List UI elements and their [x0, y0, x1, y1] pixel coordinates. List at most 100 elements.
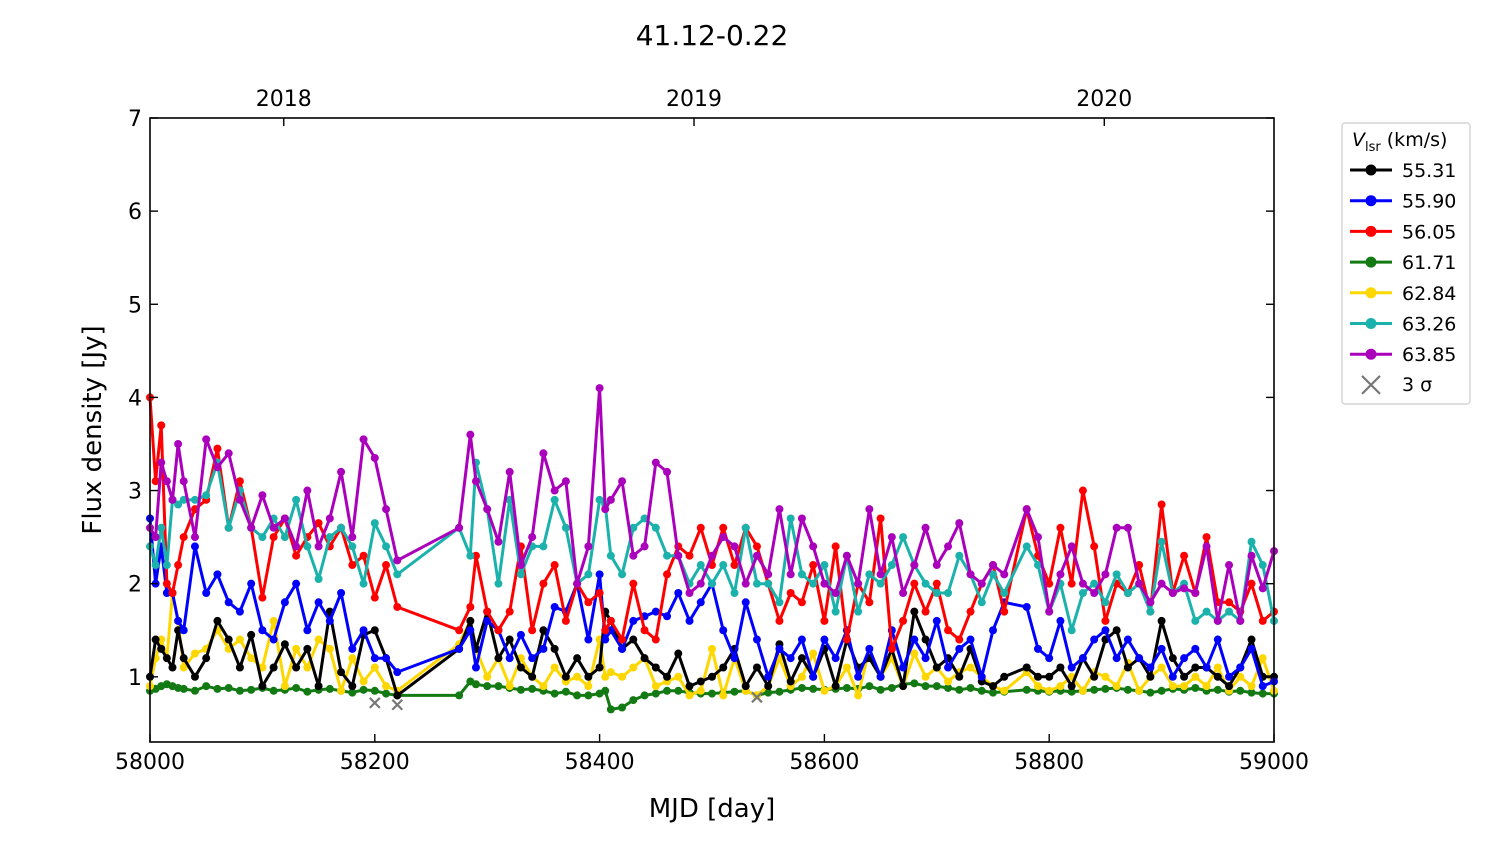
data-point — [1123, 663, 1132, 672]
data-point — [584, 672, 593, 681]
data-point — [775, 644, 784, 653]
data-point — [359, 677, 368, 686]
data-point — [719, 626, 728, 635]
data-point — [466, 602, 475, 611]
data-point — [786, 514, 795, 523]
data-point — [719, 523, 728, 532]
data-point — [618, 570, 627, 579]
data-point — [854, 691, 863, 700]
data-point — [1022, 505, 1031, 514]
data-point — [348, 542, 357, 551]
data-point — [269, 533, 278, 542]
data-point — [775, 616, 784, 625]
legend-label: 56.05 — [1402, 221, 1456, 243]
data-point — [708, 579, 716, 588]
data-point — [162, 561, 171, 570]
data-point — [1146, 598, 1155, 607]
data-point — [190, 533, 199, 542]
legend-entry-62-84: 62.84 — [1350, 283, 1456, 305]
data-point — [1056, 682, 1065, 691]
data-point — [179, 654, 188, 663]
data-point — [1213, 672, 1222, 681]
data-point — [1191, 616, 1200, 625]
data-point — [1146, 672, 1155, 681]
data-point — [1168, 654, 1177, 663]
data-point — [854, 672, 863, 681]
data-point — [258, 593, 267, 602]
data-point — [786, 677, 795, 686]
data-point — [989, 626, 997, 635]
data-point — [314, 575, 323, 584]
legend-swatch-marker — [1365, 164, 1377, 176]
data-point — [505, 607, 514, 616]
data-point — [314, 542, 323, 551]
data-point — [899, 588, 908, 597]
data-point — [1090, 588, 1099, 597]
data-point — [1157, 500, 1166, 509]
data-point — [213, 684, 222, 693]
data-point — [359, 626, 368, 635]
data-point — [696, 523, 705, 532]
legend-label: 3 σ — [1402, 374, 1432, 396]
data-point — [1180, 584, 1189, 593]
data-point — [797, 654, 806, 663]
data-point — [809, 649, 818, 658]
data-point — [1146, 688, 1155, 697]
data-point — [1033, 561, 1042, 570]
data-point — [595, 663, 604, 672]
series-56-05 — [146, 393, 1278, 653]
data-point — [269, 635, 278, 644]
data-point — [865, 644, 874, 653]
data-point — [1168, 682, 1177, 691]
data-point — [629, 635, 638, 644]
data-point — [235, 495, 244, 504]
data-point — [944, 677, 953, 686]
data-point — [370, 519, 379, 528]
data-point — [151, 561, 160, 570]
data-point — [382, 689, 391, 698]
data-point — [842, 635, 851, 644]
data-point — [1247, 635, 1256, 644]
data-point — [382, 542, 391, 551]
data-point — [606, 705, 615, 714]
data-point — [685, 588, 694, 597]
data-point — [292, 495, 301, 504]
data-point — [303, 687, 312, 696]
data-point — [1135, 579, 1144, 588]
data-point — [1247, 537, 1256, 546]
data-point — [269, 663, 278, 672]
data-point — [708, 644, 716, 653]
data-point — [944, 663, 953, 672]
data-point — [550, 495, 559, 504]
data-point — [1247, 682, 1256, 691]
data-point — [1090, 579, 1099, 588]
data-point — [1202, 682, 1211, 691]
data-point — [370, 654, 379, 663]
data-point — [887, 561, 896, 570]
data-point — [505, 682, 514, 691]
series-61-71 — [146, 677, 1278, 714]
data-point — [1247, 551, 1256, 560]
data-point — [606, 668, 615, 677]
data-point — [741, 598, 750, 607]
data-point — [640, 626, 649, 635]
data-point — [292, 683, 301, 692]
data-point — [606, 626, 615, 635]
data-point — [651, 682, 660, 691]
data-point — [1123, 523, 1132, 532]
series-63-85 — [146, 384, 1278, 625]
data-point — [516, 570, 525, 579]
data-point — [899, 682, 908, 691]
data-point — [1180, 654, 1189, 663]
data-point — [1225, 561, 1234, 570]
data-point — [292, 663, 301, 672]
data-point — [842, 683, 851, 692]
data-point — [618, 672, 627, 681]
data-point — [719, 691, 728, 700]
data-point — [741, 579, 750, 588]
legend-title-unit: (km/s) — [1381, 129, 1448, 151]
data-point — [651, 689, 660, 698]
data-point — [190, 686, 199, 695]
data-point — [1202, 533, 1211, 542]
